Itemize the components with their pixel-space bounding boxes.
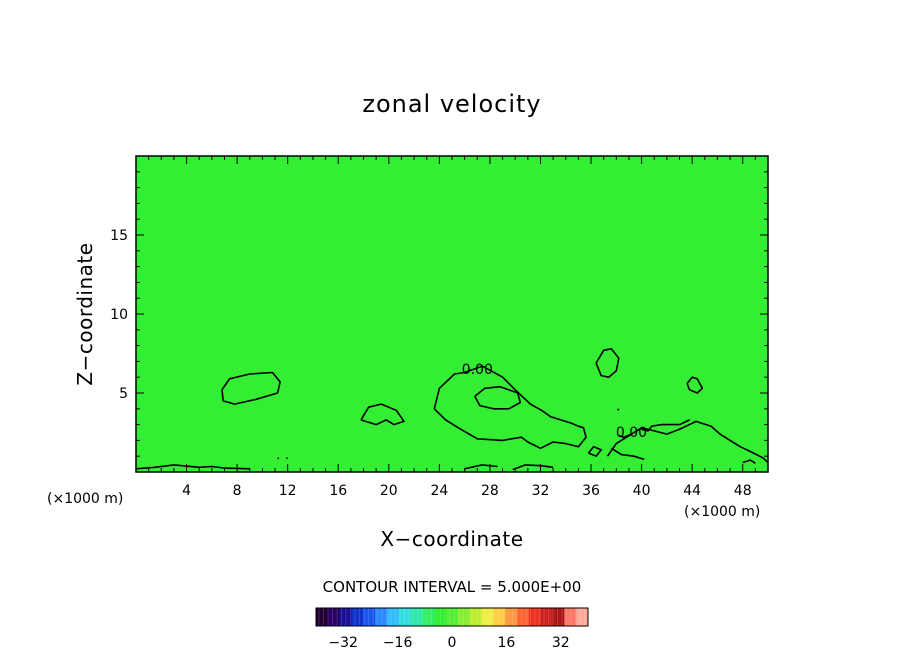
colorbar-tick-label: 0 [448,635,457,651]
x-tick-label: 16 [329,483,347,499]
field-fill [136,156,768,472]
colorbar-swatch [327,608,341,626]
colorbar-tick-label: −16 [383,635,413,651]
colorbar-swatch [316,608,329,626]
contour-line [474,385,522,410]
colorbar-swatch [386,608,400,626]
contour-line [512,464,554,471]
chart-title: zonal velocity [362,90,541,118]
x-tick-label: 44 [683,483,701,499]
colorbar-swatch [505,608,518,626]
contour-line [641,419,690,432]
x-tick-label: 12 [279,483,297,499]
contour-line [285,457,289,460]
x-tick-label: 32 [532,483,550,499]
colorbar-swatch [552,608,565,626]
x-tick-label: 40 [633,483,651,499]
x-tick-label: 48 [734,483,752,499]
contour-label: 0.00 [616,425,647,441]
colorbar [315,607,589,627]
y-tick-label: 10 [110,307,128,323]
colorbar-swatch [528,608,542,626]
colorbar-swatch [351,608,364,626]
colorbar-swatch [446,608,459,626]
contour-line [616,408,620,411]
x-tick-label: 36 [582,483,600,499]
x-tick-label: 28 [481,483,499,499]
x-tick-label: 20 [380,483,398,499]
colorbar-swatch [398,608,412,626]
y-tick-label: 5 [119,386,128,402]
colorbar-ticks: −32 −16 0 16 32 [328,635,569,651]
colorbar-tick-label: 32 [552,635,570,651]
colorbar-swatch [422,608,435,626]
colorbar-swatch [363,608,376,626]
colorbar-swatch [410,608,423,626]
contour-line [464,464,498,470]
contour-line [742,459,756,464]
contour-line [221,371,281,405]
colorbar-tick-label: −32 [328,635,358,651]
x-tick-label: 8 [233,483,242,499]
colorbar-swatch [564,608,577,626]
x-tick-label: 24 [430,483,448,499]
colorbar-tick-label: 16 [497,635,515,651]
x-axis-label: X−coordinate [380,527,523,551]
colorbar-swatch [576,608,589,626]
colorbar-swatch [457,608,471,626]
contour-line [618,433,632,438]
y-tick-label: 15 [110,228,128,244]
y-axis-label: Z−coordinate [73,242,97,385]
contour-line [360,403,405,426]
contour-line [686,376,704,394]
contour-interval-label: CONTOUR INTERVAL = 5.000E+00 [323,578,582,596]
x-axis-ticks: 4 8 12 16 20 24 28 32 36 40 44 48 [135,156,769,499]
contour-line [433,365,587,450]
colorbar-swatch [517,608,530,626]
contour-lines [135,348,769,471]
colorbar-swatch [481,608,494,626]
contour-line [587,445,602,457]
colorbar-frame [315,607,589,627]
x-unit-label: (×1000 m) [684,504,760,520]
contour-line [277,457,280,460]
contour-labels: 0.00 0.00 [462,362,647,441]
colorbar-swatch [469,608,482,626]
contour-label: 0.00 [462,362,493,378]
contour-line [606,420,769,464]
colorbar-swatch [493,608,506,626]
colorbar-swatch [339,608,352,626]
y-axis-ticks: 5 10 15 [110,155,768,473]
colorbar-swatch [540,608,553,626]
x-tick-label: 4 [182,483,191,499]
colorbar-swatch [375,608,388,626]
contour-line [595,348,620,378]
contour-line [610,447,645,461]
colorbar-swatch [434,608,447,626]
z-unit-label: (×1000 m) [47,491,123,507]
